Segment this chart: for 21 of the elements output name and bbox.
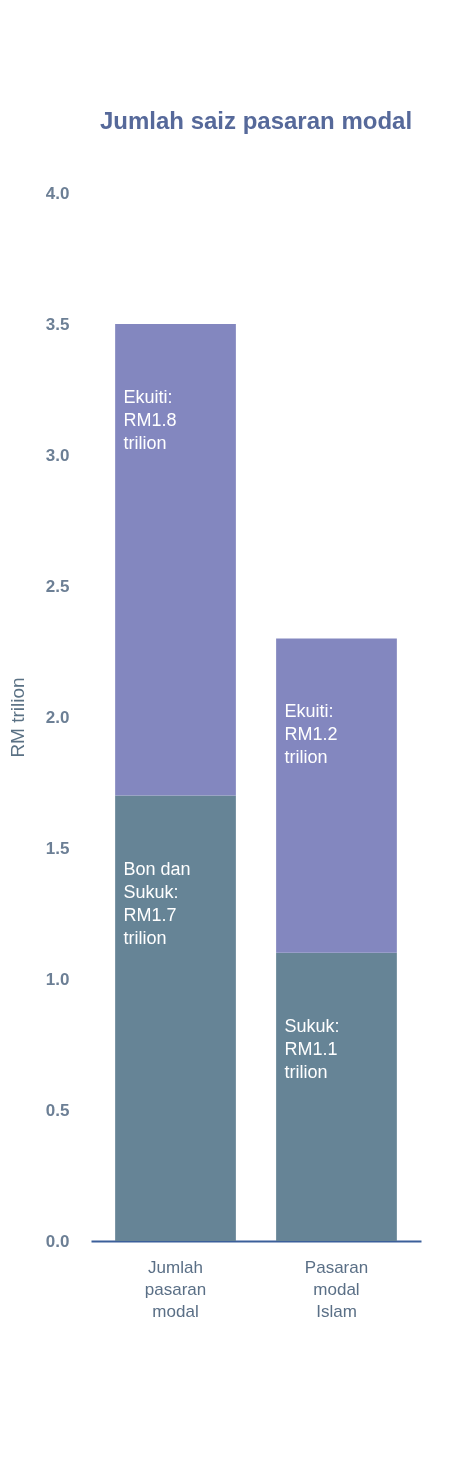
y-tick-label: 0.5 — [45, 1100, 70, 1120]
chart-title: Jumlah saiz pasaran modal — [99, 107, 413, 134]
bar — [115, 795, 236, 1241]
y-tick-label: 3.5 — [45, 314, 70, 334]
data-label: Ekuiti: RM1.8 trilion — [123, 387, 177, 453]
y-tick-label: 4.0 — [45, 183, 70, 203]
data-label: Bon dan Sukuk: RM1.7 trilion — [123, 858, 191, 948]
y-axis-title: RM trilion — [6, 677, 28, 758]
y-tick-label: 1.5 — [45, 838, 70, 858]
x-tick-label: Pasaran modal Islam — [304, 1257, 369, 1321]
bar — [115, 324, 236, 796]
y-tick-label: 2.5 — [45, 576, 70, 596]
y-tick-label: 2.0 — [45, 707, 70, 727]
data-label: Sukuk: RM1.1 trilion — [284, 1015, 340, 1082]
bar — [276, 638, 397, 953]
y-tick-label: 3.0 — [45, 445, 70, 465]
y-tick-label: 0.0 — [45, 1231, 70, 1251]
data-label: Ekuiti: RM1.2 trilion — [284, 701, 338, 768]
x-tick-label: Jumlah pasaran modal — [144, 1257, 207, 1321]
bar — [276, 952, 397, 1241]
y-tick-label: 1.0 — [45, 969, 70, 989]
